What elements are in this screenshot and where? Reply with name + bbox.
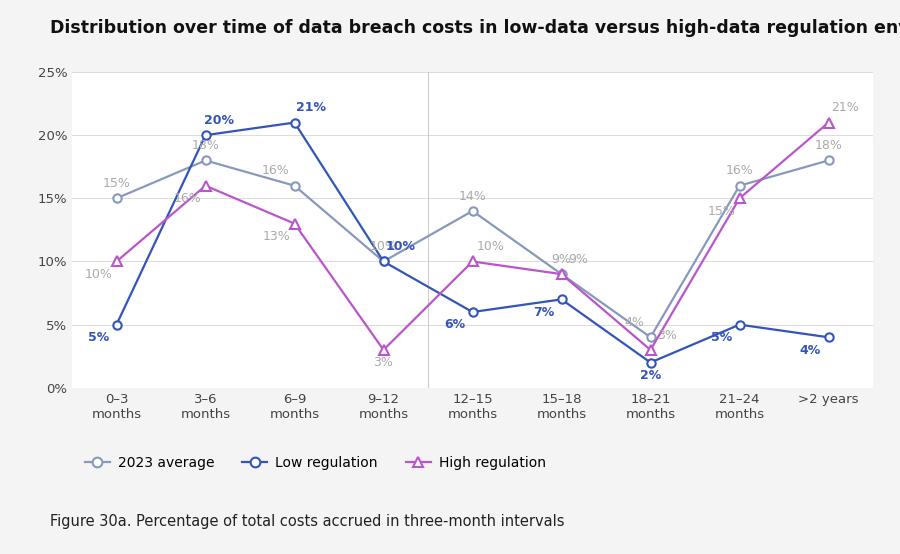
Text: 10%: 10% [370,240,398,253]
Text: 7%: 7% [533,306,554,319]
Text: 4%: 4% [800,343,821,357]
Text: 15%: 15% [707,205,735,218]
Text: 9%: 9% [568,253,588,266]
Text: 5%: 5% [88,331,109,344]
Text: 15%: 15% [103,177,130,190]
Text: 18%: 18% [814,139,842,152]
Text: 16%: 16% [725,165,753,177]
Text: 4%: 4% [624,316,644,329]
Text: 3%: 3% [374,356,393,370]
Text: Distribution over time of data breach costs in low-data versus high-data regulat: Distribution over time of data breach co… [50,19,900,37]
Text: 21%: 21% [832,101,859,114]
Text: 10%: 10% [85,268,112,281]
Text: 10%: 10% [477,240,505,253]
Text: 9%: 9% [552,253,572,266]
Text: 16%: 16% [174,192,202,205]
Text: 3%: 3% [657,329,677,342]
Text: 6%: 6% [444,319,465,331]
Text: 14%: 14% [459,189,486,203]
Text: 10%: 10% [385,240,415,253]
Text: Figure 30a. Percentage of total costs accrued in three-month intervals: Figure 30a. Percentage of total costs ac… [50,514,564,529]
Text: 5%: 5% [711,331,732,344]
Text: 20%: 20% [204,114,234,127]
Text: 21%: 21% [296,101,326,114]
Text: 18%: 18% [192,139,220,152]
Text: 13%: 13% [263,230,291,243]
Text: 16%: 16% [261,165,289,177]
Text: 2%: 2% [640,369,662,382]
Legend: 2023 average, Low regulation, High regulation: 2023 average, Low regulation, High regul… [79,450,552,475]
